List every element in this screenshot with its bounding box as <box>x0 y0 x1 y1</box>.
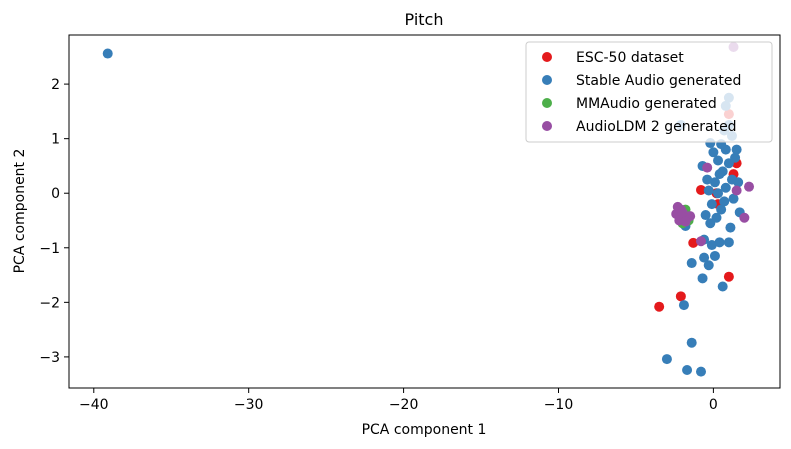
data-point-series-3 <box>677 207 688 218</box>
data-point-series-1 <box>703 260 714 271</box>
x-tick-label: 0 <box>709 397 718 413</box>
data-point-series-1 <box>709 177 720 188</box>
plot-frame <box>68 34 781 389</box>
data-point-series-1 <box>682 364 693 375</box>
y-tick-label: −1 <box>39 241 60 257</box>
data-point-series-0 <box>654 301 665 312</box>
x-tick-label: −40 <box>79 397 109 413</box>
y-axis-label: PCA component 2 <box>12 149 28 274</box>
data-point-series-3 <box>702 162 713 173</box>
y-tick-label: 0 <box>51 186 60 202</box>
legend-marker <box>542 121 552 131</box>
data-point-series-1 <box>731 144 742 155</box>
legend: ESC-50 dataset Stable Audio generated MMAu… <box>525 41 773 143</box>
data-point-series-1 <box>699 252 710 263</box>
data-point-series-1 <box>716 204 727 215</box>
legend-label: ESC-50 dataset <box>576 50 684 66</box>
data-point-series-1 <box>706 199 717 210</box>
data-point-series-0 <box>696 184 706 195</box>
data-point-series-1 <box>661 354 672 365</box>
data-point-series-1 <box>714 237 725 248</box>
x-axis: −40 −30 −20 −10 0 <box>79 388 718 413</box>
x-axis-label: PCA component 1 <box>362 422 487 438</box>
data-point-series-1 <box>686 337 697 348</box>
data-point-series-1 <box>713 155 724 166</box>
data-point-series-1 <box>686 258 697 269</box>
x-tick-label: −30 <box>234 397 264 413</box>
legend-label: AudioLDM 2 generated <box>576 119 737 135</box>
legend-box <box>525 41 773 143</box>
data-point-series-1 <box>700 210 711 221</box>
data-point-series-1 <box>102 48 113 59</box>
points-layer <box>102 42 755 377</box>
data-point-series-1 <box>702 174 713 185</box>
data-point-series-1 <box>719 196 730 207</box>
data-point-series-0 <box>675 291 686 302</box>
x-tick-label: −20 <box>389 397 419 413</box>
data-point-series-1 <box>720 182 731 193</box>
legend-label: MMAudio generated <box>576 96 717 112</box>
data-point-series-3 <box>739 212 750 223</box>
data-point-series-1 <box>713 188 724 199</box>
chart-title: Pitch <box>405 10 444 29</box>
legend-marker <box>542 52 552 62</box>
data-point-series-3 <box>731 185 742 196</box>
y-tick-label: 1 <box>51 132 60 148</box>
data-point-series-1 <box>717 281 728 292</box>
y-axis: −3 −2 −1 0 1 2 <box>39 77 69 366</box>
data-point-series-0 <box>723 271 734 282</box>
data-point-series-1 <box>708 147 719 158</box>
x-tick-label: −10 <box>544 397 574 413</box>
data-point-series-3 <box>744 181 755 192</box>
data-point-series-1 <box>703 185 714 196</box>
data-point-series-1 <box>697 273 708 284</box>
data-point-series-1 <box>728 193 739 204</box>
data-point-series-1 <box>725 222 736 233</box>
y-tick-label: −2 <box>39 295 60 311</box>
data-point-series-1 <box>696 366 706 377</box>
data-point-series-1 <box>706 240 717 251</box>
y-tick-label: 2 <box>51 77 60 93</box>
data-point-series-3 <box>680 216 691 227</box>
data-point-series-0 <box>688 237 699 248</box>
legend-marker <box>542 98 552 108</box>
data-point-series-1 <box>723 237 734 248</box>
data-point-series-1 <box>733 177 744 188</box>
data-point-series-1 <box>714 169 725 180</box>
data-point-series-3 <box>696 236 706 247</box>
data-point-series-1 <box>709 250 720 261</box>
legend-label: Stable Audio generated <box>576 73 741 89</box>
data-point-series-1 <box>678 300 689 311</box>
legend-marker <box>542 75 552 85</box>
data-point-series-1 <box>711 212 722 223</box>
data-point-series-1 <box>730 152 741 163</box>
y-tick-label: −3 <box>39 350 60 366</box>
